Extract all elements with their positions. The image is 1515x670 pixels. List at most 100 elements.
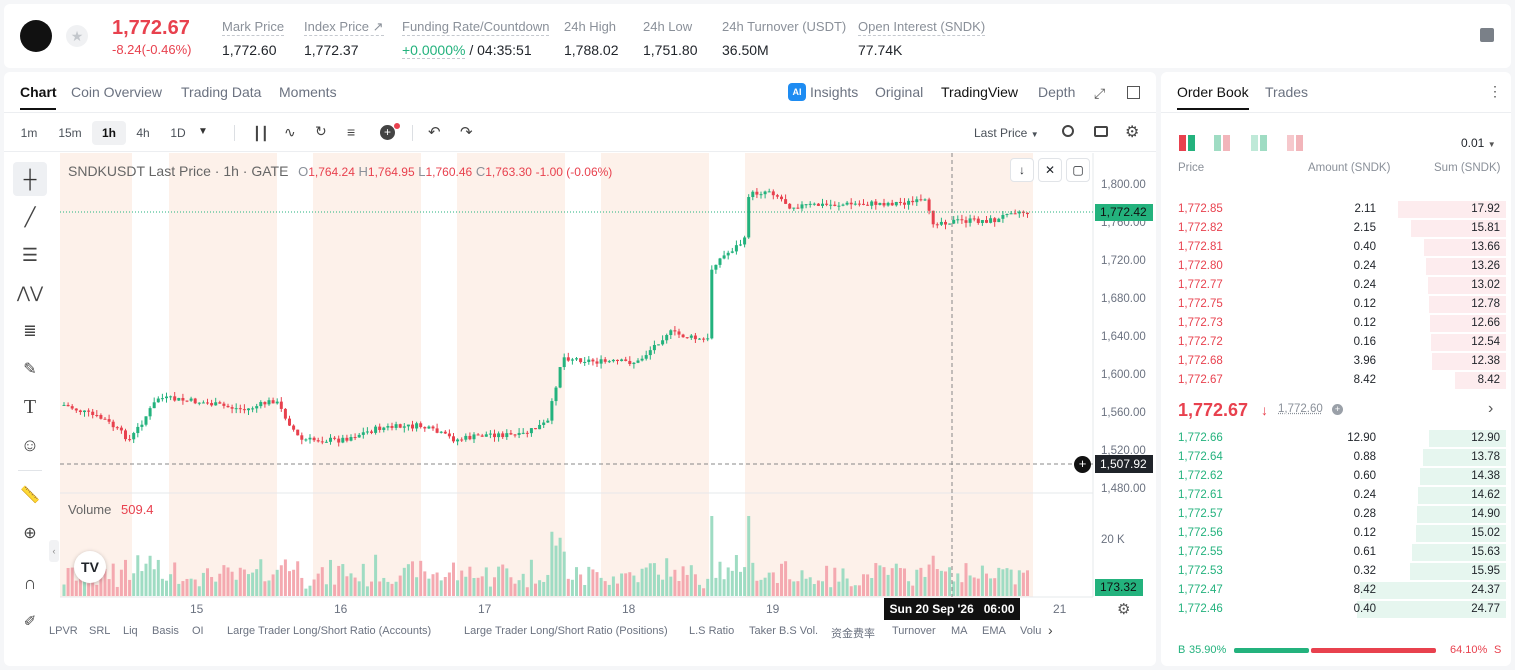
bid-row[interactable]: 1,772.55 0.61 15.63	[1170, 543, 1510, 562]
view-tradingview[interactable]: TradingView	[941, 84, 1019, 100]
indicator-scroll-right-icon[interactable]: ›	[1048, 622, 1053, 638]
indicator-oi[interactable]: OI	[192, 625, 204, 637]
indicator-srl[interactable]: SRL	[89, 625, 111, 637]
interval-15m[interactable]: 15m	[58, 126, 82, 140]
tab-trading-data[interactable]: Trading Data	[181, 84, 262, 100]
stat-mark-price[interactable]: Mark Price 1,772.60	[222, 19, 285, 58]
interval-1m[interactable]: 1m	[20, 126, 38, 140]
indicator-volume[interactable]: Volu	[1020, 625, 1042, 637]
ask-row[interactable]: 1,772.72 0.16 12.54	[1170, 333, 1510, 352]
candle-type-icon[interactable]: ┃┃	[253, 126, 269, 141]
gear-icon[interactable]: ⚙	[1125, 124, 1140, 141]
search-icon[interactable]	[1062, 125, 1074, 137]
tab-order-book[interactable]: Order Book	[1177, 84, 1249, 100]
ask-row[interactable]: 1,772.73 0.12 12.66	[1170, 314, 1510, 333]
horizontal-lines-tool-icon[interactable]: ☰	[21, 244, 39, 265]
bid-row[interactable]: 1,772.56 0.12 15.02	[1170, 524, 1510, 543]
templates-icon[interactable]: ≡	[347, 124, 356, 140]
legend-close-icon[interactable]: ✕	[1038, 158, 1062, 182]
brush-tool-icon[interactable]: ✎	[23, 361, 37, 378]
ai-insights-icon[interactable]: AI	[788, 83, 806, 101]
mark-price-info-icon[interactable]: +	[1332, 404, 1343, 415]
candle-body	[989, 218, 993, 223]
bid-row[interactable]: 1,772.61 0.24 14.62	[1170, 486, 1510, 505]
add-alert-icon[interactable]: +	[1074, 456, 1091, 473]
stat-open-interest[interactable]: Open Interest (SNDK) 77.74K	[858, 19, 986, 58]
interval-1h[interactable]: 1h	[92, 121, 126, 145]
price-source-select[interactable]: Last Price ▼	[974, 126, 1039, 140]
expand-icon[interactable]: ⤢	[1094, 85, 1106, 101]
interval-1d[interactable]: 1D	[170, 126, 186, 140]
precision-select[interactable]: 0.01 ▼	[1461, 136, 1496, 150]
indicator-liq[interactable]: Liq	[123, 625, 138, 637]
more-options-icon[interactable]: ⋮	[1488, 83, 1502, 99]
indicator-turnover[interactable]: Turnover	[892, 625, 936, 637]
bid-row[interactable]: 1,772.47 8.42 24.37	[1170, 581, 1510, 600]
interval-dropdown-icon[interactable]: ▼	[198, 126, 208, 137]
ob-expand-chevron-icon[interactable]: ›	[1488, 400, 1494, 417]
ask-row[interactable]: 1,772.80 0.24 13.26	[1170, 257, 1510, 276]
bid-row[interactable]: 1,772.62 0.60 14.38	[1170, 467, 1510, 486]
external-link-icon[interactable]: ↗	[372, 19, 384, 34]
collapse-toolbar-icon[interactable]: ‹	[49, 540, 59, 562]
ob-view-bids-icon[interactable]	[1214, 135, 1230, 151]
ask-row[interactable]: 1,772.75 0.12 12.78	[1170, 295, 1510, 314]
ask-row[interactable]: 1,772.85 2.11 17.92	[1170, 200, 1510, 219]
indicator-funding-rate[interactable]: 资金费率	[831, 628, 875, 640]
add-indicator-icon[interactable]: +	[380, 125, 395, 140]
indicator-ma[interactable]: MA	[951, 625, 968, 637]
fib-tool-icon[interactable]: ≣	[23, 323, 37, 340]
indicator-ema[interactable]: EMA	[982, 625, 1006, 637]
pen-lock-tool-icon[interactable]: ✐	[23, 613, 37, 630]
tab-moments[interactable]: Moments	[279, 84, 337, 100]
favorite-star-icon[interactable]: ★	[66, 25, 88, 47]
ruler-tool-icon[interactable]: 📏	[20, 487, 40, 504]
indicators-icon[interactable]: ∿	[284, 124, 296, 140]
bid-row[interactable]: 1,772.53 0.32 15.95	[1170, 562, 1510, 581]
ask-row[interactable]: 1,772.68 3.96 12.38	[1170, 352, 1510, 371]
indicator-ltlsr-positions[interactable]: Large Trader Long/Short Ratio (Positions…	[464, 625, 668, 637]
undo-icon[interactable]: ↶	[428, 124, 441, 141]
tab-coin-overview[interactable]: Coin Overview	[71, 84, 163, 100]
bid-row[interactable]: 1,772.64 0.88 13.78	[1170, 448, 1510, 467]
ask-row[interactable]: 1,772.77 0.24 13.02	[1170, 276, 1510, 295]
indicator-basis[interactable]: Basis	[152, 625, 179, 637]
ask-row[interactable]: 1,772.82 2.15 15.81	[1170, 219, 1510, 238]
view-insights[interactable]: Insights	[810, 84, 859, 100]
bid-row[interactable]: 1,772.66 12.90 12.90	[1170, 429, 1510, 448]
legend-maximize-icon[interactable]: ▢	[1066, 158, 1090, 182]
tab-chart[interactable]: Chart	[20, 84, 57, 100]
camera-icon[interactable]	[1094, 126, 1108, 137]
stat-index-price[interactable]: Index Price ↗ 1,772.37	[304, 19, 384, 58]
legend-collapse-icon[interactable]: ↓	[1010, 158, 1034, 182]
ask-row[interactable]: 1,772.81 0.40 13.66	[1170, 238, 1510, 257]
bid-row[interactable]: 1,772.57 0.28 14.90	[1170, 505, 1510, 524]
pattern-tool-icon[interactable]: ⋀⋁	[16, 285, 44, 302]
window-icon[interactable]	[1127, 86, 1140, 99]
crosshair-tool-icon[interactable]: ┼	[13, 162, 47, 196]
indicator-ltlsr-accounts[interactable]: Large Trader Long/Short Ratio (Accounts)	[227, 625, 432, 637]
view-original[interactable]: Original	[875, 84, 924, 100]
indicator-taker-bs[interactable]: Taker B.S Vol.	[749, 625, 819, 637]
ob-view-asks-only-icon[interactable]	[1287, 135, 1303, 151]
time-axis-settings-icon[interactable]: ⚙	[1117, 601, 1131, 618]
compare-icon[interactable]: ↻	[315, 123, 327, 139]
indicator-lpvr[interactable]: LPVR	[49, 625, 78, 637]
emoji-tool-icon[interactable]: ☺	[20, 434, 40, 455]
indicator-ls-ratio[interactable]: L.S Ratio	[689, 625, 735, 637]
redo-icon[interactable]: ↷	[460, 124, 473, 141]
view-depth[interactable]: Depth	[1038, 84, 1076, 100]
trend-line-tool-icon[interactable]: ╱	[24, 206, 36, 227]
stat-funding-rate[interactable]: Funding Rate/Countdown +0.0000% / 04:35:…	[402, 19, 550, 59]
ob-view-both-icon[interactable]	[1179, 135, 1195, 151]
text-tool-icon[interactable]: T	[23, 395, 37, 418]
magnet-tool-icon[interactable]: ∩	[23, 572, 37, 593]
notes-icon[interactable]	[1480, 28, 1494, 42]
bid-row[interactable]: 1,772.46 0.40 24.77	[1170, 600, 1510, 619]
tab-trades[interactable]: Trades	[1265, 84, 1309, 100]
ob-view-bids-only-icon[interactable]	[1251, 135, 1267, 151]
ask-row[interactable]: 1,772.67 8.42 8.42	[1170, 371, 1510, 390]
interval-4h[interactable]: 4h	[136, 126, 150, 140]
zoom-in-tool-icon[interactable]: ⊕	[23, 525, 37, 542]
